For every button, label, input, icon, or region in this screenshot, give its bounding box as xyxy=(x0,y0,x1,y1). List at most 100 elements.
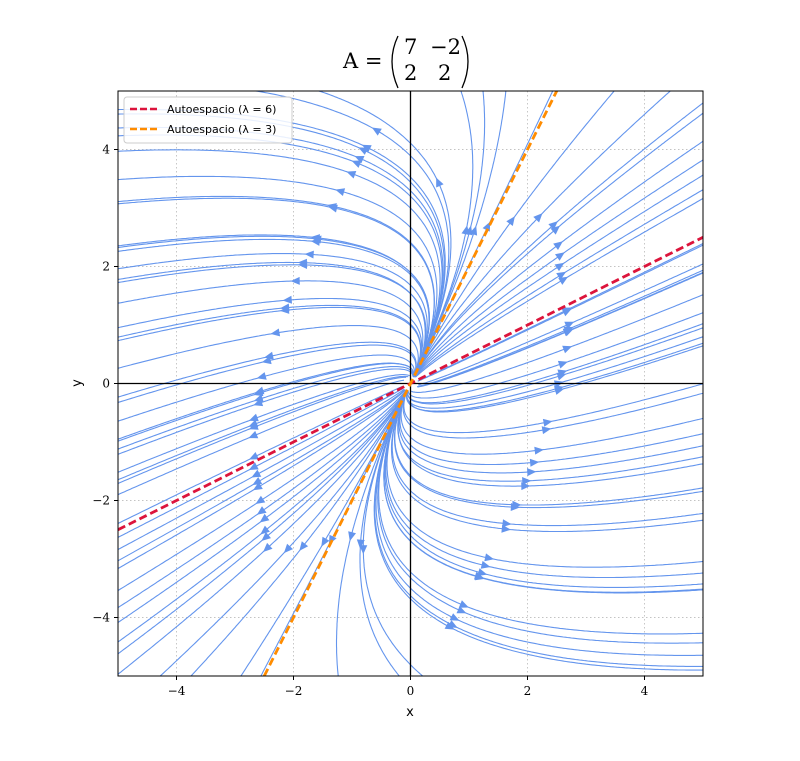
streamline-arrow xyxy=(541,426,552,435)
y-axis-label: y xyxy=(70,379,85,387)
streamline-arrow xyxy=(248,422,259,430)
streamline-arrow xyxy=(249,452,259,460)
matrix-a21: 2 xyxy=(404,61,417,85)
x-ticks: −4 −2 0 2 4 xyxy=(168,676,649,698)
streamline-arrow xyxy=(348,531,356,542)
streamline-arrow xyxy=(327,203,337,211)
matrix-a12: −2 xyxy=(430,35,461,59)
streamline-arrow xyxy=(346,171,357,179)
streamline-arrow xyxy=(253,394,264,402)
streamline-arrow xyxy=(351,160,362,168)
streamline-arrow xyxy=(522,477,532,485)
streamline-arrow xyxy=(283,543,293,554)
eigenspace-line-lambda3 xyxy=(262,91,559,676)
streamline-arrow xyxy=(290,276,300,285)
y-tick-label: 0 xyxy=(102,377,110,391)
streamlines xyxy=(118,91,703,676)
streamline-arrow xyxy=(502,519,512,528)
streamline-arrow xyxy=(436,177,444,188)
streamline-arrow xyxy=(254,386,265,395)
streamline-arrow xyxy=(358,147,369,155)
streamline-arrow xyxy=(562,328,573,337)
streamline-arrow xyxy=(562,307,572,315)
streamline-arrow xyxy=(557,360,568,369)
streamline-arrow xyxy=(260,525,270,535)
x-tick-label: −4 xyxy=(168,684,186,698)
streamline-arrow xyxy=(304,250,314,259)
streamline-arrow xyxy=(248,413,259,422)
matrix-a11: 7 xyxy=(404,35,417,59)
title-lhs: A = xyxy=(342,49,382,73)
matrix-a22: 2 xyxy=(438,61,451,85)
streamline-arrow xyxy=(555,252,565,261)
streamline-arrow xyxy=(548,221,558,231)
streamline-arrow xyxy=(449,613,460,621)
streamline-arrow xyxy=(310,234,320,242)
streamline-arrow xyxy=(335,188,346,196)
streamline-arrow xyxy=(553,380,564,389)
streamline-arrow xyxy=(556,372,567,381)
streamline-arrow xyxy=(469,225,478,236)
streamline-arrow xyxy=(484,553,494,562)
streamline-arrow xyxy=(542,418,553,427)
streamline-arrow xyxy=(480,560,491,569)
streamline-arrow xyxy=(259,513,270,523)
legend-label-eigen3: Autoespacio (λ = 3) xyxy=(167,123,276,136)
streamline-arrow xyxy=(253,398,264,407)
streamline-arrow xyxy=(354,156,365,164)
streamline-arrow xyxy=(256,506,267,515)
legend-label-eigen6: Autoespacio (λ = 6) xyxy=(167,103,276,116)
streamline-arrow xyxy=(282,295,292,304)
y-tick-label: 4 xyxy=(102,143,110,157)
streamline-arrow xyxy=(506,216,515,226)
legend-box xyxy=(123,96,293,144)
y-tick-label: −2 xyxy=(92,494,110,508)
plot-area xyxy=(117,90,704,677)
streamline-arrow xyxy=(251,469,262,478)
streamline-arrow xyxy=(501,524,511,533)
streamline-arrow xyxy=(456,606,467,614)
streamline-arrow xyxy=(529,458,540,467)
streamline-arrow xyxy=(461,225,470,235)
streamline-arrow xyxy=(534,446,544,455)
streamline-arrow xyxy=(321,536,330,547)
y-ticks: −4 −2 0 2 4 xyxy=(92,143,118,625)
streamline-arrow xyxy=(554,262,565,272)
streamline-arrow xyxy=(556,271,567,280)
streamline-arrow xyxy=(299,541,309,551)
streamline-arrow xyxy=(554,387,565,395)
y-tick-label: −4 xyxy=(92,611,110,625)
x-axis-label: x xyxy=(406,705,414,720)
y-tick-label: 2 xyxy=(102,260,110,274)
streamline-arrow xyxy=(558,276,568,285)
streamline-arrow xyxy=(512,500,522,509)
streamline-arrow xyxy=(253,482,263,491)
streamline-arrow xyxy=(458,600,469,608)
streamline-arrow xyxy=(553,241,563,250)
x-tick-label: 4 xyxy=(641,684,649,698)
x-tick-label: 2 xyxy=(524,684,532,698)
streamline-arrow xyxy=(297,258,307,267)
streamline-arrow xyxy=(280,303,290,312)
streamline-arrow xyxy=(477,568,488,576)
streamline-arrow xyxy=(359,545,368,555)
streamline-arrow xyxy=(255,495,266,504)
legend: Autoespacio (λ = 6) Autoespacio (λ = 3) xyxy=(123,96,293,144)
streamline-arrow xyxy=(356,539,365,549)
matrix-right-paren xyxy=(461,35,469,89)
streamline-arrow xyxy=(263,542,273,552)
streamline-arrow xyxy=(474,571,484,580)
eigenspace-lines xyxy=(118,91,703,676)
matrix-left-paren xyxy=(391,35,399,89)
streamline-arrow xyxy=(264,351,274,360)
streamline-arrow xyxy=(527,468,537,477)
streamline-arrow xyxy=(248,462,259,470)
streamline-arrow xyxy=(256,372,267,380)
streamline-arrow xyxy=(444,621,455,630)
streamline-arrow xyxy=(562,345,573,354)
x-tick-label: −2 xyxy=(285,684,303,698)
streamline-arrow xyxy=(521,482,531,491)
streamline-arrow xyxy=(533,213,543,223)
streamline-arrow xyxy=(252,477,263,486)
